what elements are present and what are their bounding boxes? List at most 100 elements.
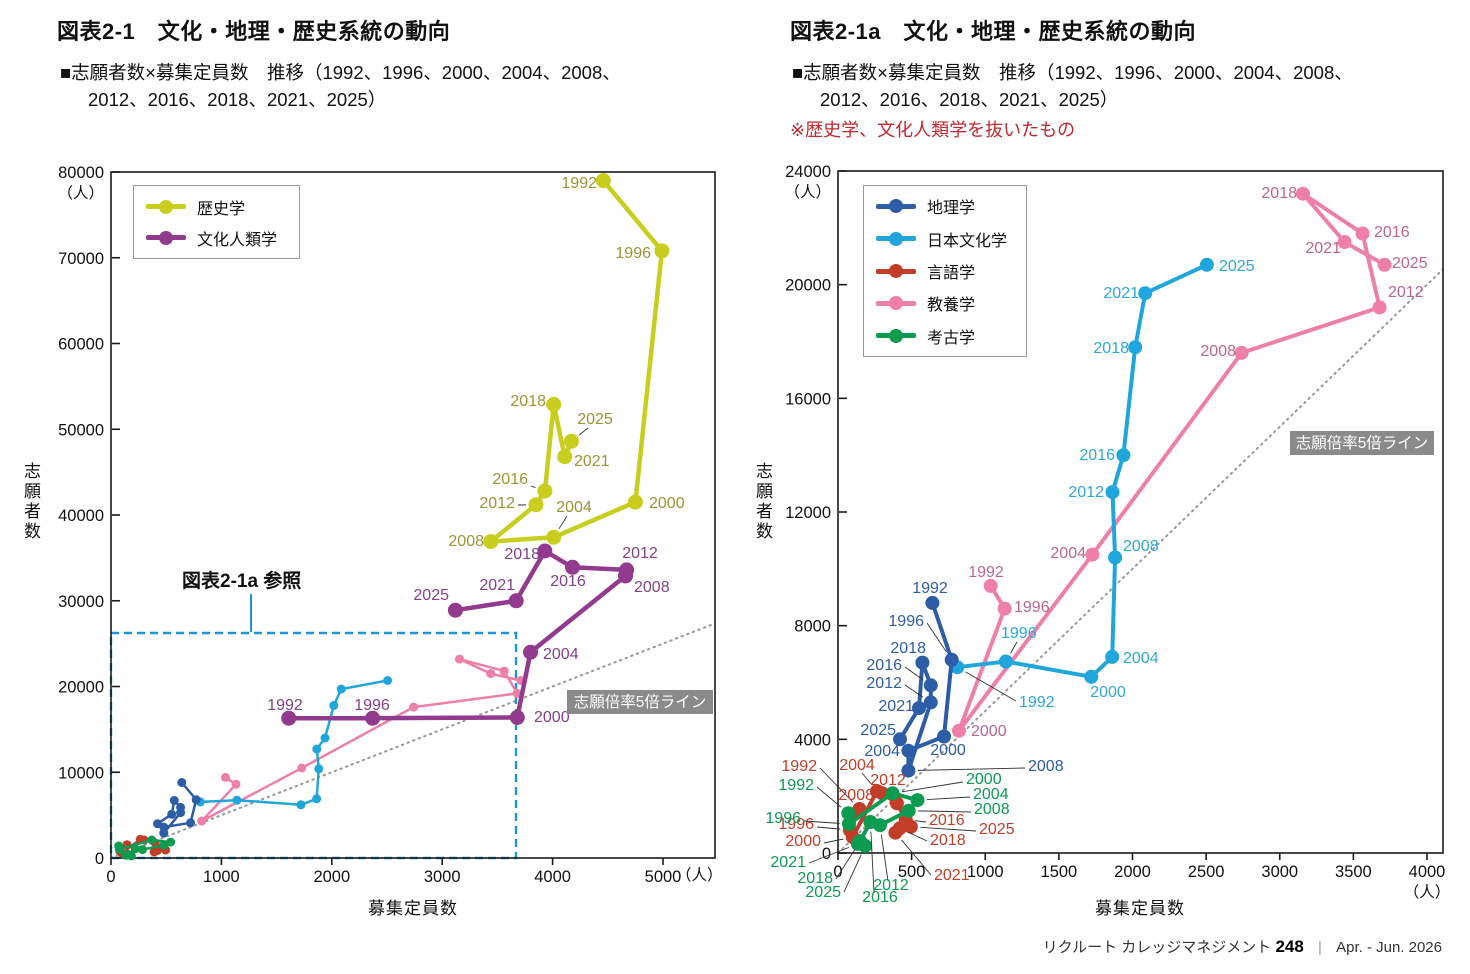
chart1-subtitle-line2: 2012、2016、2018、2021、2025） (88, 89, 387, 110)
anthropology-point-2018 (537, 543, 553, 559)
anthropology-point-2012 (619, 562, 635, 578)
japanese-culture-legend-dot-icon (889, 231, 903, 246)
anthropology-label-1996: 1996 (354, 697, 390, 714)
linguistics-point-2021 (149, 847, 159, 857)
footer-separator: | (1318, 939, 1322, 956)
label-leader-line (843, 854, 862, 893)
japanese-culture-point-2004 (312, 794, 322, 804)
anthropology-label-2025: 2025 (413, 587, 449, 604)
liberal-arts-point-1996 (231, 779, 241, 789)
history-label-1996: 1996 (615, 245, 651, 262)
archaeology-point-2016 (863, 815, 878, 829)
liberal-arts-point-1996 (997, 601, 1012, 616)
japanese-culture-label-1992: 1992 (1019, 694, 1055, 711)
y-tick-label: 10000 (58, 764, 104, 782)
y-axis-unit: （人） (784, 183, 831, 201)
japanese-culture-label-2008: 2008 (1123, 538, 1159, 555)
geography-point-1992 (925, 595, 940, 610)
x-tick-label: 3500 (1335, 863, 1372, 881)
y-axis: 0 10000 20000 30000 40000 50000 60000 70000 8000… (57, 164, 120, 868)
chart2-exclusion-note: ※歴史学、文化人類学を抜いたもの (790, 120, 1076, 140)
japanese-culture-label-2004: 2004 (1123, 650, 1159, 667)
legend-item-anthropology: 文化人類学 (146, 222, 287, 253)
x-tick-label: 500 (898, 863, 926, 881)
japanese-culture-point-2018 (329, 700, 339, 710)
label-leader-line (861, 772, 872, 785)
history-legend-dot-icon (159, 199, 173, 214)
linguistics-label-2004: 2004 (839, 757, 875, 774)
archaeology-point-1996 (114, 844, 124, 854)
y-tick-label: 0 (95, 850, 104, 868)
japanese-culture-point-2025 (1199, 257, 1214, 272)
x-tick-label: 1000 (967, 863, 1004, 881)
liberal-arts-legend-dot-icon (889, 296, 903, 311)
ref-box-label: 図表2-1a 参照 (182, 569, 301, 592)
history-point-1992 (595, 173, 611, 189)
archaeology-point-2000 (147, 835, 157, 845)
anthropology-label-2012: 2012 (622, 545, 658, 562)
x-axis-unit: （人） (676, 866, 723, 884)
anthropology-label-2016: 2016 (550, 573, 586, 590)
geography-label-2018: 2018 (890, 640, 926, 657)
chart1-x-axis-title: 募集定員数 (368, 899, 458, 918)
geography-label-2025: 2025 (860, 722, 896, 739)
y-tick-label: 24000 (785, 163, 831, 181)
footer-brand: リクルート カレッジマネジメント (1042, 939, 1272, 956)
japanese-culture-point-2016 (1116, 448, 1131, 463)
liberal-arts-label-1992: 1992 (968, 564, 1004, 581)
geography-point-2012 (923, 695, 938, 710)
linguistics-label-1996: 1996 (778, 816, 814, 833)
geography-label-2008: 2008 (1028, 758, 1064, 775)
japanese-culture-point-2008 (314, 764, 324, 774)
series-history: 1992 1996 2000 2004 2008 2012 2016 2018 2021 2025 (448, 173, 685, 550)
japanese-culture-label-2000: 2000 (1090, 684, 1126, 701)
linguistics-point-2025 (903, 819, 918, 834)
archaeology-label-2004: 2004 (973, 786, 1009, 803)
history-label-2016: 2016 (492, 471, 528, 488)
liberal-arts-point-2021 (1337, 235, 1352, 249)
liberal-arts-label-2008: 2008 (1200, 343, 1236, 360)
footer-date: Apr. - Jun. 2026 (1336, 939, 1442, 956)
guideline-badge: 志願倍率5倍ライン (1290, 431, 1434, 455)
series-japanese-culture: 1992 1996 2000 2004 2008 2012 2016 2018 2021 2025 (950, 257, 1255, 711)
japanese-culture-point-2021 (1138, 286, 1153, 301)
liberal-arts-point-1992 (983, 578, 998, 593)
series-liberal-arts: 1992 1996 2000 2004 2008 2012 2016 2018 2021 2025 (952, 185, 1428, 740)
y-tick-label: 40000 (58, 507, 104, 525)
geography-point-1996 (191, 795, 201, 805)
label-leader-line (880, 834, 889, 882)
legend-item-liberal-arts: 教養学 (876, 287, 1014, 319)
guideline-badge-label: 志願倍率5倍ライン (1296, 434, 1429, 452)
liberal-arts-point-2012 (1372, 300, 1387, 315)
geography-point-2016 (176, 802, 186, 812)
archaeology-label-2018: 2018 (797, 870, 833, 887)
y-tick-label: 16000 (785, 390, 831, 408)
y-tick-label: 70000 (58, 250, 104, 268)
history-point-2012 (528, 497, 544, 513)
x-tick-label: 3000 (424, 868, 461, 886)
label-leader-line (915, 820, 927, 823)
x-tick-label: 2000 (1114, 863, 1151, 881)
y-tick-label: 80000 (58, 164, 104, 182)
x-tick-label: 3000 (1261, 863, 1298, 881)
history-point-2000 (627, 494, 643, 510)
guideline-badge: 志願倍率5倍ライン (567, 690, 713, 714)
geography-point-2018 (169, 796, 179, 805)
japanese-culture-label-2016: 2016 (1079, 447, 1115, 464)
japanese-culture-point-2000 (296, 800, 306, 810)
label-leader-line (835, 848, 856, 880)
x-axis: 0 500 1000 1500 2000 2500 3000 3500 4000 （人） (833, 853, 1450, 901)
chart-2: 0 500 1000 1500 2000 2500 3000 3500 4000 （人） 0 4000… (765, 163, 1450, 906)
x-tick-label: 4000 (534, 868, 571, 886)
series-liberal-arts (197, 654, 526, 826)
archaeology-point-2000 (885, 786, 900, 801)
liberal-arts-point-2016 (499, 666, 509, 676)
archaeology-legend-dot-icon (889, 328, 903, 343)
series-line (957, 191, 1387, 733)
history-point-1996 (654, 243, 670, 259)
liberal-arts-label-2012: 2012 (1388, 284, 1424, 301)
label-leader-line (926, 796, 971, 801)
history-label-2004: 2004 (556, 499, 592, 516)
